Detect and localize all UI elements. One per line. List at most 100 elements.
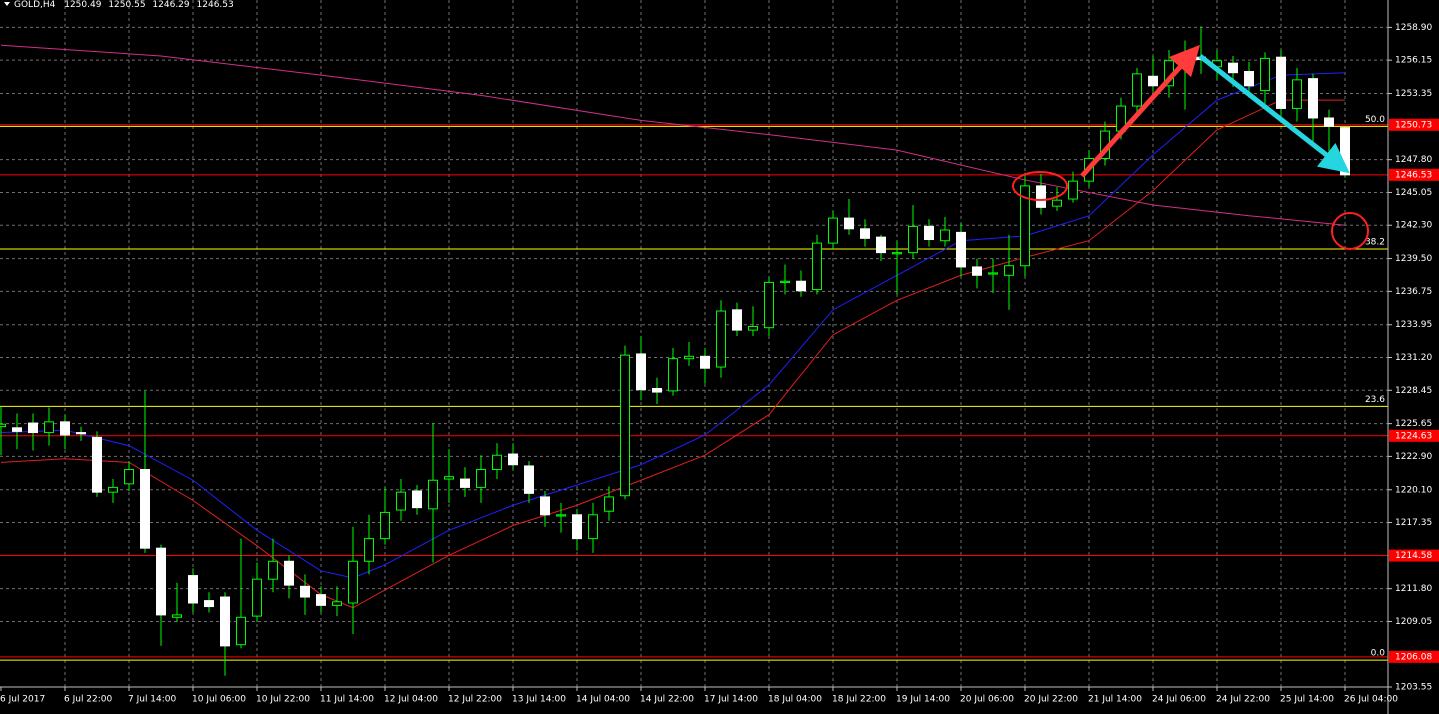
candle-body: [556, 514, 566, 517]
x-tick-label: 7 Jul 14:00: [128, 695, 177, 705]
candle-body: [348, 560, 358, 604]
candle-body: [748, 326, 758, 331]
x-tick-label: 24 Jul 06:00: [1152, 695, 1206, 705]
candle-body: [1004, 265, 1014, 276]
close: 1246.53: [197, 0, 234, 10]
candle-body: [972, 266, 982, 276]
x-tick-label: 11 Jul 14:00: [320, 695, 374, 705]
axes: 1258.90 1256.15 1253.35 1247.80 1245.05 1242.…: [0, 23, 1439, 705]
symbol: GOLD,H4: [14, 0, 56, 10]
header: GOLD,H4 1250.49 1250.55 1246.29 1246.53: [14, 0, 234, 10]
moving-average: [0, 99, 1345, 609]
x-tick-label: 14 Jul 04:00: [576, 695, 630, 705]
candle-body: [220, 596, 230, 647]
fib-label: 50.0: [1365, 115, 1385, 125]
candle-body: [60, 421, 70, 436]
candle-body: [508, 453, 518, 466]
low: 1246.29: [152, 0, 189, 10]
candle-body: [716, 310, 726, 368]
x-tick-label: 10 Jul 06:00: [192, 695, 246, 705]
y-tick-label: 1222.90: [1395, 452, 1432, 462]
y-tick-label: 1231.20: [1395, 353, 1432, 363]
level-tag-label: 1250.73: [1395, 120, 1432, 130]
level-tag: [1389, 118, 1439, 131]
candle-body: [1244, 71, 1254, 87]
x-tick-label: 6 Jul 2017: [0, 695, 45, 705]
candle-body: [1308, 78, 1318, 119]
y-tick-label: 1233.95: [1395, 320, 1432, 330]
candle-body: [204, 600, 214, 608]
moving-averages: [0, 44, 1346, 609]
level-tag: [1389, 549, 1439, 562]
candle-body: [44, 421, 54, 434]
fib-label: 38.2: [1365, 238, 1385, 248]
x-tick-label: 18 Jul 04:00: [768, 695, 822, 705]
down-arrow: [1198, 54, 1350, 174]
moving-average: [0, 44, 1346, 226]
candle-body: [620, 354, 630, 497]
high: 1250.55: [108, 0, 145, 10]
x-tick-label: 19 Jul 14:00: [896, 695, 950, 705]
x-tick-label: 20 Jul 22:00: [1024, 695, 1078, 705]
candle-body: [588, 514, 598, 540]
candle-body: [1228, 62, 1238, 74]
candle-body: [492, 454, 502, 471]
candle-body: [860, 228, 870, 239]
level-tag: [1389, 168, 1439, 181]
y-tick-label: 1228.45: [1395, 386, 1432, 396]
candle-body: [956, 231, 966, 268]
candle-body: [812, 242, 822, 291]
candle-body: [28, 422, 38, 434]
candle-body: [76, 432, 86, 435]
candle-body: [908, 225, 918, 254]
candle-body: [92, 436, 102, 493]
candle-body: [140, 469, 150, 549]
candle-body: [428, 479, 438, 510]
candle-body: [364, 538, 374, 562]
candle-body: [540, 496, 550, 516]
candle-body: [124, 469, 134, 485]
candle-body: [524, 465, 534, 494]
level-tag-label: 1246.53: [1395, 170, 1432, 180]
candle-body: [300, 585, 310, 598]
candle-body: [156, 547, 166, 616]
candle-body: [172, 614, 182, 618]
candle-body: [1020, 185, 1030, 267]
candles: [0, 26, 1350, 676]
x-tick-label: 14 Jul 22:00: [640, 695, 694, 705]
candle-body: [1036, 185, 1046, 208]
candle-body: [444, 476, 454, 480]
candle-body: [1260, 57, 1270, 92]
x-tick-label: 24 Jul 22:00: [1216, 695, 1270, 705]
y-tick-label: 1220.10: [1395, 485, 1432, 495]
candle-body: [844, 217, 854, 230]
level-tag-label: 1224.63: [1395, 431, 1432, 441]
candle-body: [684, 355, 694, 360]
x-tick-label: 13 Jul 14:00: [512, 695, 566, 705]
x-tick-label: 12 Jul 22:00: [448, 695, 502, 705]
candle-body: [1148, 75, 1158, 87]
highlight-circle: [1331, 212, 1369, 250]
candle-body: [396, 491, 406, 511]
x-tick-label: 10 Jul 22:00: [256, 695, 310, 705]
candle-body: [828, 217, 838, 244]
x-tick-label: 25 Jul 14:00: [1280, 695, 1334, 705]
candle-body: [940, 229, 950, 242]
x-tick-label: 18 Jul 22:00: [832, 695, 886, 705]
candle-body: [668, 358, 678, 392]
candle-body: [316, 594, 326, 606]
y-tick-label: 1236.75: [1395, 287, 1432, 297]
y-tick-label: 1253.35: [1395, 89, 1432, 99]
y-tick-label: 1258.90: [1395, 23, 1432, 33]
candle-body: [636, 353, 646, 391]
y-tick-label: 1225.65: [1395, 419, 1432, 429]
x-tick-label: 21 Jul 14:00: [1088, 695, 1142, 705]
y-tick-label: 1239.50: [1395, 254, 1432, 264]
level-tag: [1389, 429, 1439, 442]
candle-body: [252, 578, 262, 617]
open: 1250.49: [64, 0, 101, 10]
candle-body: [476, 469, 486, 488]
candle-body: [268, 560, 278, 580]
annotations: [1012, 44, 1369, 250]
candle-body: [1068, 180, 1078, 200]
